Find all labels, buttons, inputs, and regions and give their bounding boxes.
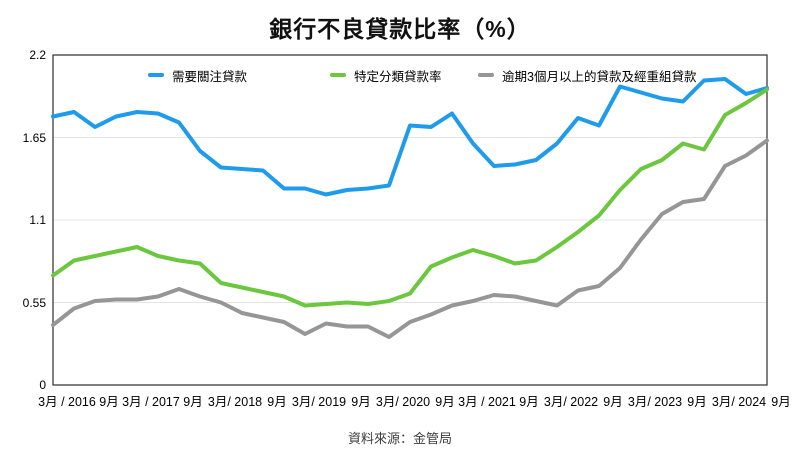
x-axis-label: 3月/ 2024: [711, 395, 767, 409]
x-axis-label: 9月: [351, 395, 371, 409]
x-axis-label: 9月: [519, 395, 539, 409]
x-axis-label: 3月/ 2020: [375, 395, 431, 409]
y-axis-label: 0: [39, 378, 46, 392]
legend-swatch-gray: [478, 73, 494, 77]
legend: 需要關注貸款 特定分類貸款率 逾期3個月以上的貸款及經重組貸款: [0, 66, 800, 84]
x-axis-label: 3月/ 2023: [627, 395, 683, 409]
legend-item-watch-loans: 需要關注貸款: [148, 66, 247, 84]
x-axis-label: 3月 / 2016: [38, 395, 96, 409]
x-axis-label: 9月: [435, 395, 455, 409]
x-axis-label: 9月: [771, 395, 791, 409]
x-axis-label: 3月 / 2021: [458, 395, 516, 409]
x-axis-label: 3月/ 2018: [207, 395, 263, 409]
x-axis-label: 9月: [687, 395, 707, 409]
legend-swatch-green: [330, 73, 346, 77]
x-axis-label: 9月: [267, 395, 287, 409]
data-source-caption: 資料來源：金管局: [347, 431, 452, 446]
y-axis-label: 1.65: [22, 130, 46, 145]
legend-label: 逾期3個月以上的貸款及經重組貸款: [502, 69, 697, 84]
x-axis-label: 9月: [183, 395, 203, 409]
chart-title: 銀行不良貸款比率（%）: [269, 16, 531, 42]
legend-item-overdue-loans: 逾期3個月以上的貸款及經重組貸款: [478, 66, 696, 84]
y-axis-label: 1.1: [29, 213, 46, 227]
x-axis-label: 9月: [603, 395, 623, 409]
x-axis-label: 9月: [99, 395, 119, 409]
x-axis-label: 3月/ 2022: [543, 395, 599, 409]
legend-label: 需要關注貸款: [172, 69, 248, 84]
y-axis-label: 2.2: [29, 48, 46, 62]
legend-item-classified-loans: 特定分類貸款率: [330, 66, 442, 84]
y-axis-label: 0.55: [22, 295, 46, 310]
legend-swatch-blue: [148, 73, 164, 77]
x-axis-label: 3月/ 2019: [291, 395, 347, 409]
x-axis-label: 3月 / 2017: [122, 395, 180, 409]
legend-label: 特定分類貸款率: [354, 69, 442, 84]
